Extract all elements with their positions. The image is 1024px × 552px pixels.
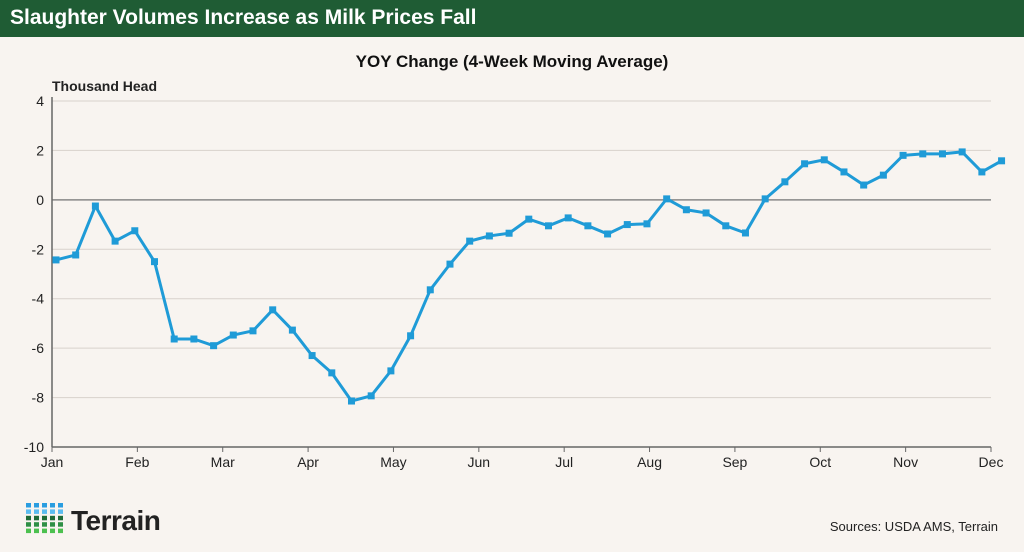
data-point <box>564 214 572 222</box>
chart-title: YOY Change (4-Week Moving Average) <box>355 52 669 71</box>
data-point <box>111 237 119 245</box>
data-point <box>347 397 355 405</box>
data-point <box>604 230 612 238</box>
data-point <box>367 392 375 400</box>
data-point <box>781 178 789 186</box>
data-point <box>544 222 552 230</box>
data-point <box>446 260 454 268</box>
data-point <box>998 157 1006 165</box>
data-point <box>150 258 158 266</box>
data-point <box>170 335 178 343</box>
x-tick-label: Nov <box>893 454 918 470</box>
data-point <box>387 367 395 375</box>
data-point <box>328 369 336 377</box>
terrain-logo-icon <box>26 503 66 540</box>
data-point <box>879 171 887 179</box>
data-point <box>938 150 946 158</box>
x-tick-label: Aug <box>637 454 662 470</box>
data-point <box>643 220 651 228</box>
logo-text: Terrain <box>71 505 161 536</box>
data-point <box>485 232 493 240</box>
data-point <box>288 326 296 334</box>
data-point <box>190 335 198 343</box>
data-point <box>899 151 907 159</box>
y-tick-label: -4 <box>32 291 45 307</box>
x-tick-label: Apr <box>297 454 319 470</box>
x-tick-label: Mar <box>211 454 235 470</box>
x-tick-label: Jun <box>468 454 491 470</box>
data-point <box>407 332 415 340</box>
data-point <box>505 229 513 237</box>
x-tick-label: Feb <box>125 454 149 470</box>
data-point <box>761 195 769 203</box>
data-point <box>919 150 927 158</box>
data-point <box>722 222 730 230</box>
x-tick-label: Oct <box>809 454 831 470</box>
data-point <box>820 156 828 164</box>
data-point <box>249 327 257 335</box>
data-point <box>584 222 592 230</box>
data-point <box>269 306 277 314</box>
header-bar: Slaughter Volumes Increase as Milk Price… <box>0 0 1024 37</box>
y-axis-label: Thousand Head <box>52 78 158 94</box>
data-point <box>426 286 434 294</box>
y-tick-label: -8 <box>32 390 45 406</box>
y-tick-label: -6 <box>32 340 45 356</box>
data-point <box>210 342 218 350</box>
y-tick-label: 0 <box>36 192 44 208</box>
series-line <box>55 150 1003 403</box>
y-tick-label: -2 <box>32 241 45 257</box>
data-point <box>702 209 710 217</box>
data-point <box>229 331 237 339</box>
source-note: Sources: USDA AMS, Terrain <box>829 519 998 534</box>
data-point <box>91 202 99 210</box>
x-tick-label: Dec <box>979 454 1004 470</box>
y-tick-label: -10 <box>24 439 44 455</box>
data-point <box>72 251 80 259</box>
data-point <box>978 168 986 176</box>
x-tick-label: Sep <box>722 454 747 470</box>
data-point <box>958 148 966 156</box>
data-point <box>741 229 749 237</box>
data-point <box>623 221 631 229</box>
data-point <box>663 195 671 203</box>
x-tick-label: Jan <box>41 454 64 470</box>
data-point <box>525 215 533 223</box>
x-tick-label: May <box>380 454 406 470</box>
data-point <box>840 168 848 176</box>
data-point <box>682 206 690 214</box>
data-point <box>52 256 60 264</box>
x-tick-label: Jul <box>555 454 573 470</box>
header-title: Slaughter Volumes Increase as Milk Price… <box>10 6 477 29</box>
data-point <box>801 160 809 168</box>
data-point <box>860 181 868 189</box>
data-point <box>131 227 139 235</box>
data-point <box>466 237 474 245</box>
y-tick-label: 4 <box>36 93 44 109</box>
y-tick-label: 2 <box>36 142 44 158</box>
data-point <box>308 352 316 360</box>
